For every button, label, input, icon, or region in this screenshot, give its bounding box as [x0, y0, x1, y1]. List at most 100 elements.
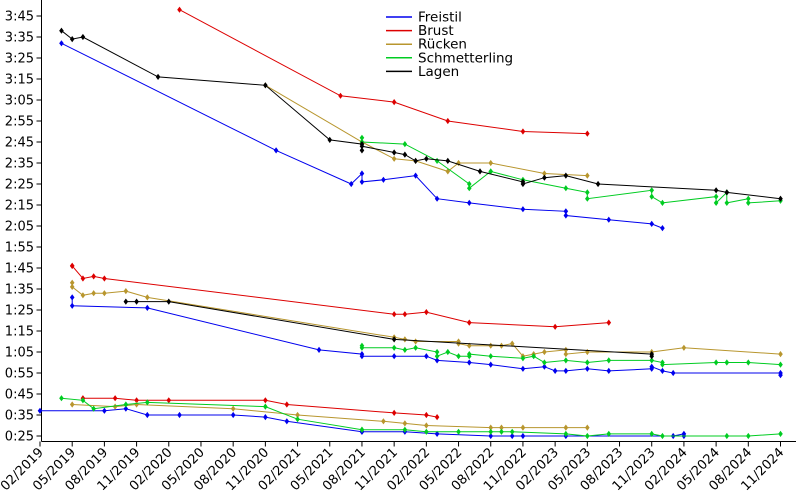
data-point-marker — [488, 353, 494, 360]
data-point-marker — [456, 340, 461, 347]
data-point-marker — [112, 395, 118, 402]
data-point-marker — [391, 311, 397, 318]
data-point-marker — [542, 174, 547, 181]
data-point-marker — [531, 353, 536, 360]
data-point-marker — [359, 147, 365, 154]
legend-label: Brust — [418, 23, 454, 39]
data-point-marker — [563, 424, 569, 431]
data-point-marker — [520, 424, 526, 431]
series-line — [71, 282, 781, 357]
series-top_cluster-Brust — [177, 6, 590, 137]
data-point-marker — [381, 176, 386, 183]
data-point-marker — [316, 346, 322, 353]
data-point-marker — [509, 428, 515, 435]
data-point-marker — [391, 409, 397, 416]
data-point-marker — [649, 363, 655, 370]
data-point-marker — [112, 403, 118, 410]
data-point-marker — [585, 348, 590, 356]
data-point-marker — [520, 355, 526, 362]
data-point-marker — [102, 407, 107, 414]
data-point-marker — [670, 369, 676, 377]
data-point-marker — [606, 357, 612, 364]
data-point-marker — [746, 199, 751, 206]
data-point-marker — [649, 187, 655, 194]
y-tick-label: 3:45 — [5, 10, 34, 25]
y-tick-label: 2:35 — [5, 157, 34, 172]
series-markers — [69, 279, 783, 360]
data-point-marker — [466, 319, 472, 326]
legend-item-schmetterling: Schmetterling — [386, 50, 513, 66]
data-point-marker — [563, 208, 569, 215]
data-point-marker — [563, 351, 569, 358]
data-point-marker — [348, 180, 354, 188]
data-point-marker — [713, 199, 719, 206]
data-point-marker — [424, 411, 429, 419]
y-tick-label: 1:25 — [5, 304, 34, 319]
series-line — [61, 397, 781, 437]
x-axis-ticks: 02/201905/201908/201911/201902/202005/20… — [0, 441, 787, 494]
data-point-marker — [649, 430, 655, 437]
data-point-marker — [445, 117, 451, 125]
legend-label: Freistil — [418, 10, 462, 26]
data-point-marker — [155, 73, 161, 80]
data-point-marker — [102, 275, 107, 282]
data-point-marker — [488, 168, 494, 175]
data-point-marker — [166, 298, 172, 305]
data-point-marker — [445, 157, 451, 164]
data-point-marker — [295, 416, 300, 423]
data-point-marker — [327, 136, 333, 143]
data-point-marker — [606, 216, 612, 223]
series-line — [71, 265, 609, 328]
legend-item-brust: Brust — [386, 23, 454, 39]
data-point-marker — [145, 304, 150, 311]
series-middle_cluster-Schmetterling — [359, 342, 783, 368]
data-point-marker — [434, 414, 440, 421]
data-point-marker — [713, 187, 719, 194]
data-point-marker — [660, 199, 665, 206]
data-point-marker — [359, 353, 365, 360]
data-point-marker — [456, 353, 461, 360]
series-markers — [69, 401, 590, 431]
data-point-marker — [402, 141, 408, 148]
data-point-marker — [391, 344, 397, 351]
data-point-marker — [263, 82, 268, 89]
data-point-marker — [145, 411, 150, 419]
y-tick-label: 3:05 — [5, 94, 34, 109]
series-middle_cluster-Lagen — [123, 298, 655, 360]
data-point-marker — [563, 430, 569, 437]
data-point-marker — [724, 359, 730, 366]
data-point-marker — [391, 336, 397, 343]
data-point-marker — [778, 195, 783, 202]
legend-label: Lagen — [418, 64, 459, 80]
data-point-marker — [402, 311, 408, 318]
series-bottom_cluster-Brust — [80, 395, 440, 421]
data-point-marker — [488, 428, 494, 435]
legend-label: Rücken — [418, 37, 467, 53]
data-point-marker — [649, 193, 655, 200]
data-point-marker — [542, 170, 547, 177]
data-point-marker — [542, 359, 547, 366]
data-point-marker — [177, 6, 182, 13]
series-top_cluster-Schmetterling — [359, 134, 783, 206]
data-point-marker — [402, 336, 408, 343]
data-point-marker — [263, 414, 268, 421]
data-point-marker — [91, 273, 96, 280]
data-point-marker — [552, 367, 558, 374]
data-point-marker — [424, 155, 429, 162]
data-point-marker — [466, 359, 472, 366]
data-point-marker — [520, 432, 526, 440]
data-point-marker — [91, 290, 96, 297]
y-tick-label: 3:35 — [5, 31, 34, 46]
data-point-marker — [660, 367, 665, 374]
data-point-marker — [585, 195, 590, 202]
data-point-marker — [80, 275, 86, 282]
axes — [41, 0, 796, 442]
y-tick-label: 0:25 — [5, 430, 34, 445]
series-markers — [80, 395, 440, 421]
data-point-marker — [585, 424, 590, 431]
data-point-marker — [80, 292, 86, 299]
data-point-marker — [434, 348, 440, 356]
data-point-marker — [263, 397, 268, 404]
data-point-marker — [595, 180, 601, 188]
